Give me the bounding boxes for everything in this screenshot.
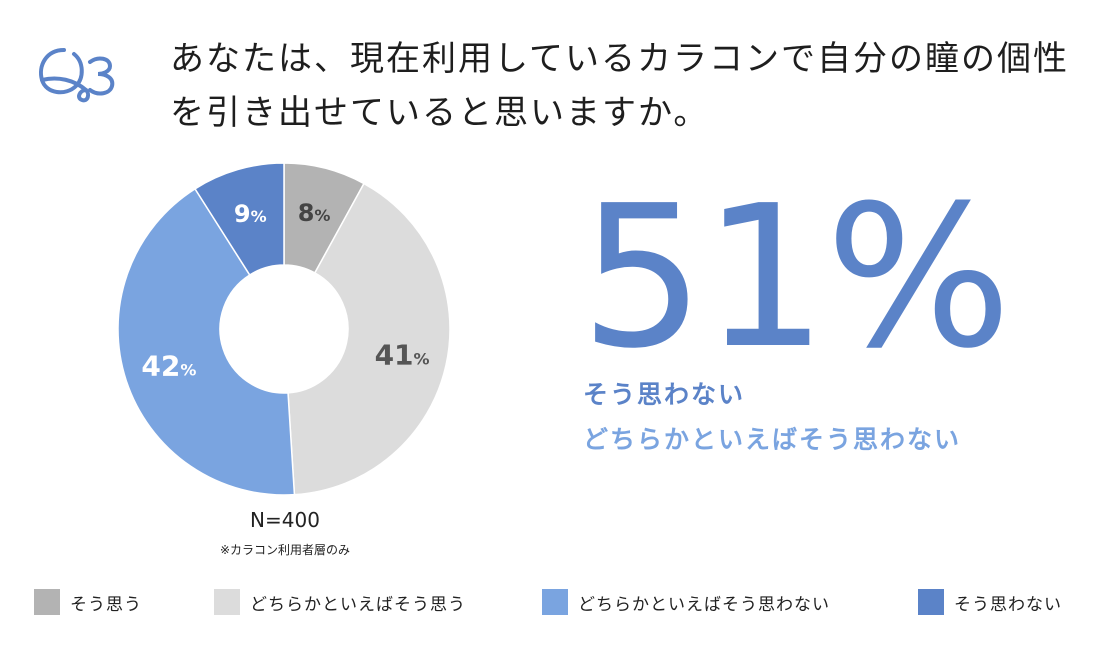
legend-label: どちらかといえばそう思う (250, 594, 466, 615)
q3-logo (39, 48, 115, 103)
chart-legend: そう思う どちらかといえばそう思う どちらかといえばそう思わない そう思わない (34, 589, 1084, 615)
donut-slice (287, 182, 450, 495)
legend-swatch (542, 589, 568, 615)
legend-swatch (34, 589, 60, 615)
slice-label: 9% (234, 200, 267, 228)
sample-note: ※カラコン利用者層のみ (219, 543, 351, 557)
highlight-percent: 51% (580, 164, 1012, 392)
legend-label: そう思う (70, 594, 142, 615)
legend-label: どちらかといえばそう思わない (578, 594, 830, 615)
highlight-line-1: そう思わない (583, 380, 746, 409)
slice-label: 8% (298, 199, 331, 227)
legend-swatch (918, 589, 944, 615)
legend-item: どちらかといえばそう思わない (542, 589, 830, 615)
legend-item: そう思わない (918, 589, 1062, 615)
highlight-line-2: どちらかといえばそう思わない (583, 425, 962, 454)
slice-label: 42% (141, 349, 196, 382)
sample-size: N=400 (250, 508, 320, 532)
donut-slice (194, 163, 285, 276)
legend-item: そう思う (34, 589, 142, 615)
donut-chart: 8% 41% 42% 9% (118, 163, 450, 495)
legend-label: そう思わない (954, 594, 1062, 615)
donut-slice (118, 187, 296, 495)
slice-label: 41% (375, 338, 430, 371)
legend-swatch (214, 589, 240, 615)
question-title: あなたは、現在利用しているカラコンで自分の瞳の個性を引き出せていると思いますか。 (170, 39, 1069, 133)
legend-item: どちらかといえばそう思う (214, 589, 466, 615)
